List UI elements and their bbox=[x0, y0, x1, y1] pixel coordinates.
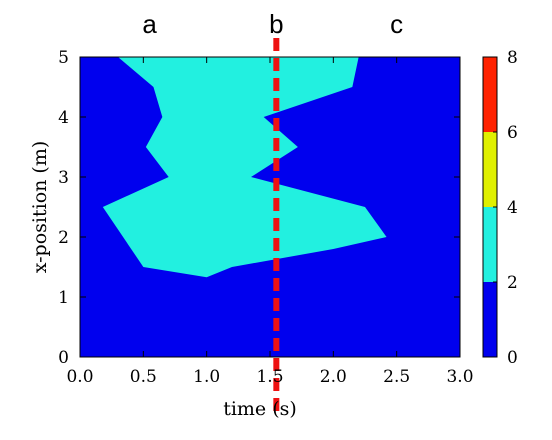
colorbar-tick-label: 6 bbox=[507, 123, 518, 143]
x-axis-label: time (s) bbox=[223, 398, 297, 420]
x-tick-label: 1.0 bbox=[193, 367, 220, 387]
colorbar-cell bbox=[483, 207, 497, 282]
x-tick-label: 2.0 bbox=[320, 367, 347, 387]
colorbar-ticks: 0 2 4 6 8 bbox=[493, 48, 518, 368]
y-tick-label: 1 bbox=[58, 288, 69, 308]
x-axis-ticks: 0.0 0.5 1.0 1.5 2.0 2.5 3.0 bbox=[66, 57, 474, 387]
annotation-label-a: a bbox=[142, 9, 157, 39]
colorbar: 0 2 4 6 8 bbox=[482, 48, 518, 368]
x-tick-label: 0.5 bbox=[130, 367, 157, 387]
x-tick-label: 3.0 bbox=[446, 367, 473, 387]
x-tick-label: 0.0 bbox=[66, 367, 93, 387]
y-tick-label: 3 bbox=[58, 168, 69, 188]
y-tick-label: 5 bbox=[58, 48, 69, 68]
colorbar-tick-label: 0 bbox=[507, 348, 518, 368]
annotation-label-b: b bbox=[269, 9, 283, 39]
colorbar-tick-label: 4 bbox=[507, 198, 518, 218]
y-tick-label: 2 bbox=[58, 228, 69, 248]
colorbar-cell bbox=[483, 282, 497, 357]
colorbar-cells bbox=[483, 57, 497, 357]
y-tick-label: 0 bbox=[58, 348, 69, 368]
y-axis-ticks: 0 1 2 3 4 5 bbox=[58, 48, 460, 368]
colorbar-tick-label: 2 bbox=[507, 273, 518, 293]
top-annotations: a b c bbox=[142, 9, 403, 39]
colorbar-cell bbox=[483, 57, 497, 132]
x-tick-label: 2.5 bbox=[383, 367, 410, 387]
colorbar-tick-label: 8 bbox=[507, 48, 518, 68]
colorbar-cell bbox=[483, 132, 497, 207]
annotation-label-c: c bbox=[390, 9, 403, 39]
contour-region-2-4 bbox=[102, 57, 387, 278]
y-axis-label: x-position (m) bbox=[29, 141, 51, 274]
y-tick-label: 4 bbox=[58, 108, 69, 128]
plot-area bbox=[79, 38, 461, 414]
x-tick-label: 1.5 bbox=[256, 367, 283, 387]
